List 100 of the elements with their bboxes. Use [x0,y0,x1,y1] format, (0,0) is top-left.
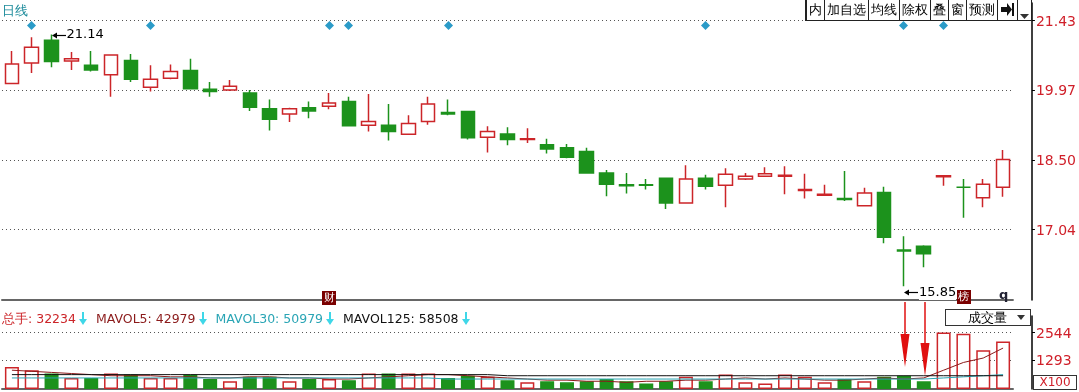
candlestick [499,126,516,147]
candlestick [995,149,1011,198]
bar [203,379,218,389]
candlestick [460,110,476,141]
candlestick [420,96,436,126]
bar [738,382,753,389]
bar [956,333,971,389]
candlestick [43,33,60,68]
annotation: q [999,287,1009,302]
candlestick [83,50,99,73]
y-tick-label: 18.50 [1035,152,1077,169]
annotation: 21.14 [66,26,104,43]
candlestick [341,96,357,127]
candlestick [618,172,635,195]
candlestick [440,98,456,117]
annotation: 成交量 [968,308,1007,327]
annotation: 窗 [948,0,966,20]
candlestick [915,244,932,268]
annotation: 榜 [956,290,971,304]
bar [817,382,832,389]
bar [222,381,237,389]
candlestick [896,235,912,287]
candlestick [975,178,991,208]
candlestick [63,51,80,71]
candlestick [777,165,793,196]
bar [758,383,773,389]
y-tick-label: 19.97 [1035,82,1077,99]
bar [996,341,1011,389]
candlestick [539,137,555,155]
candlestick [559,143,575,159]
candlestick [23,36,40,74]
annotation: 预测 [966,0,997,20]
candlestick [261,98,278,132]
candlestick [955,178,972,219]
candlestick [519,127,536,144]
candlestick [697,174,714,191]
candlestick [281,106,298,123]
annotation: 财 [322,291,337,305]
dropdown-field: 成交量 [945,309,1031,326]
y-tick-label: 17.04 [1035,221,1077,238]
bar [976,350,991,389]
candlestick [301,100,317,119]
bar [163,377,178,389]
candlestick [321,92,337,110]
candlestick [162,63,179,80]
candlestick [578,146,595,174]
annotation: 均线 [868,0,899,20]
candlestick [123,53,139,83]
annotation: MAVOL5: 42979 [95,311,196,328]
bar [916,381,931,389]
candlestick [876,185,892,245]
candlestick [717,167,734,208]
text: X100 [1033,375,1077,390]
y-tick-label: 2544 [1036,324,1072,341]
candlestick [142,64,159,93]
candlestick [598,169,615,197]
chart-title: 日线 [2,2,28,20]
candlestick [678,164,694,204]
annotation: MAVOL125: 58508 [343,311,459,328]
bar [143,377,158,389]
bar [500,380,515,389]
candlestick [242,89,258,112]
candlestick [935,175,952,187]
bar [936,332,951,389]
candlestick [479,125,496,154]
bar [282,381,297,389]
candlestick [757,166,773,177]
bar [857,381,872,389]
bar [322,379,337,389]
candlestick [797,173,813,200]
annotation: MAVOL30: 50979 [215,311,324,328]
annotation: 内 [806,0,824,20]
annotation: 总手: 32234 [2,311,76,328]
annotation: 叠 [930,0,948,20]
candlestick [856,186,873,207]
annotation: 除权 [899,0,930,20]
candlestick [380,103,397,142]
y-tick-label: 21.43 [1035,12,1077,29]
candlestick [737,172,754,181]
candlestick [222,79,238,92]
candlestick [638,178,654,191]
candlestick [202,81,218,98]
candlestick [400,114,417,136]
bar [579,381,594,389]
bar [659,381,674,389]
y-tick-label: 1293 [1036,352,1072,369]
candlestick [360,93,377,133]
bar [64,377,79,389]
bar [302,379,317,389]
bar [84,377,99,389]
candlestick [836,170,853,202]
candlestick [4,50,20,85]
bar [559,382,574,389]
bar [698,381,713,389]
annotation: 加自选 [824,0,868,20]
candlestick [658,177,674,210]
bar [341,380,356,389]
candlestick [182,57,199,90]
bar [520,382,535,389]
bar [639,383,654,389]
